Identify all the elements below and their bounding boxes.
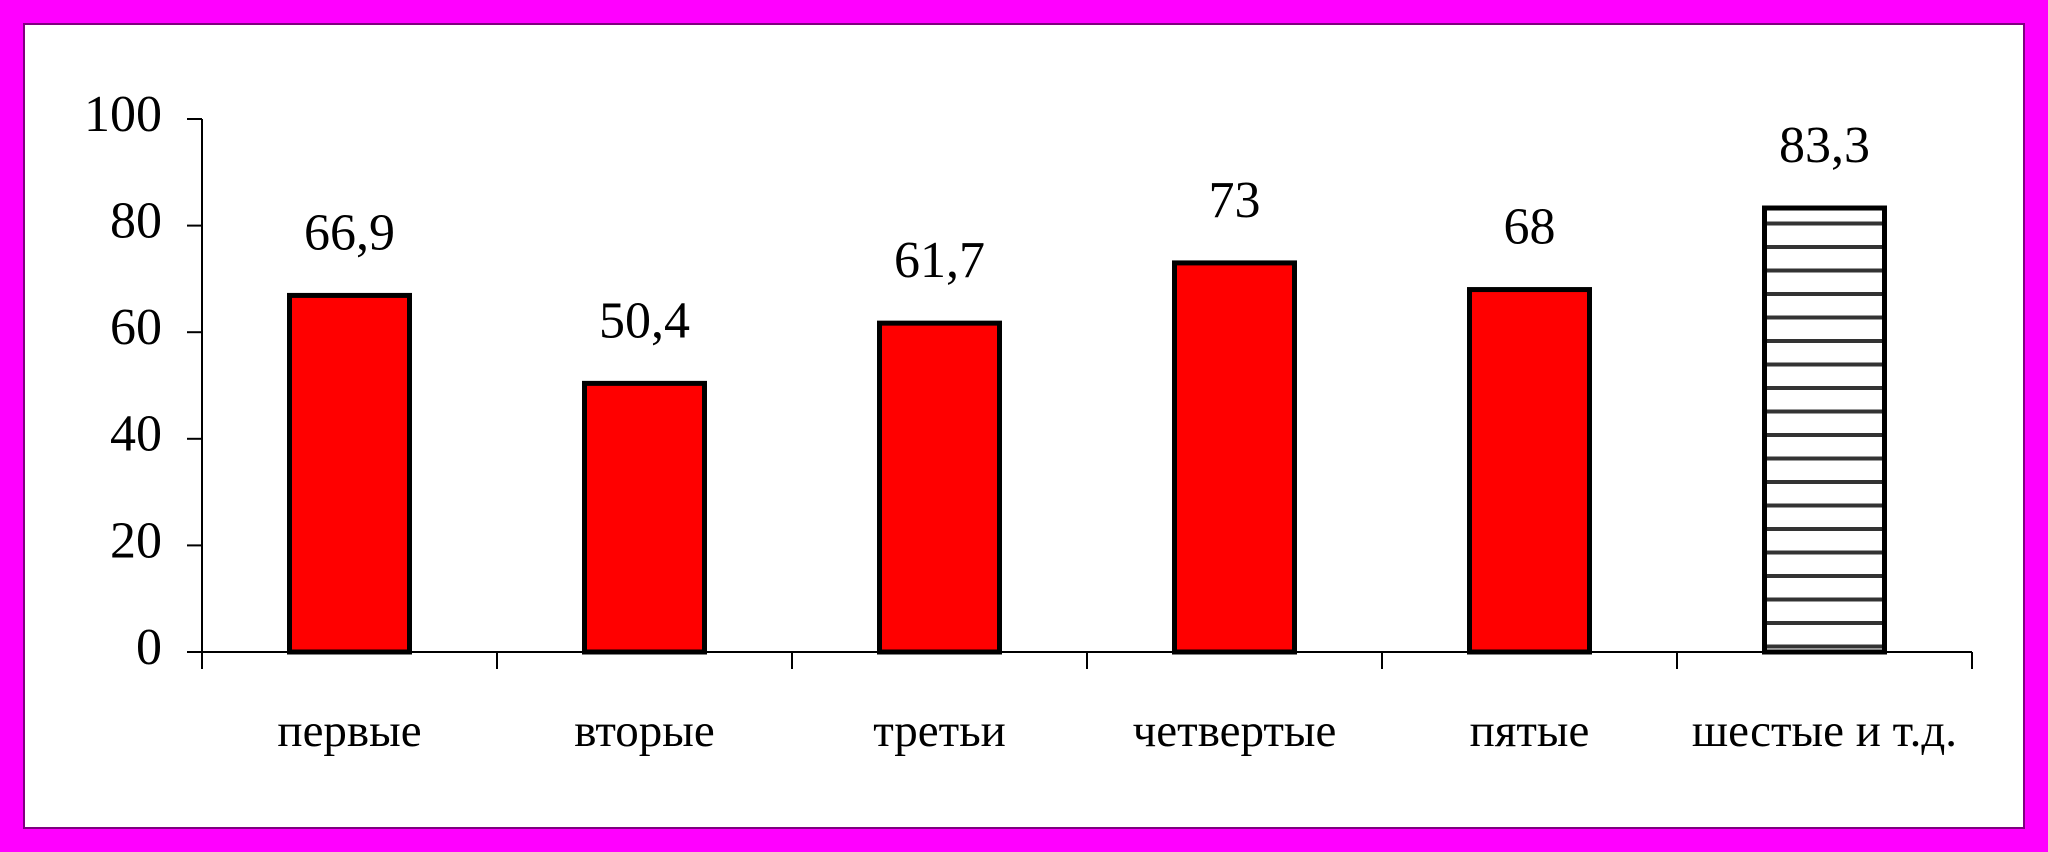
bar <box>287 292 412 655</box>
x-tick-label: третьи <box>873 705 1006 757</box>
x-tick-label: пятые <box>1470 705 1590 757</box>
value-label: 66,9 <box>304 204 395 261</box>
bar <box>1467 287 1592 655</box>
bar <box>1172 260 1297 655</box>
y-tick-label: 100 <box>84 86 162 143</box>
value-label: 73 <box>1209 172 1261 229</box>
y-tick-label: 60 <box>110 299 162 356</box>
value-label: 83,3 <box>1779 117 1870 174</box>
value-label: 50,4 <box>599 292 690 349</box>
x-tick-label: первые <box>277 705 421 757</box>
bar <box>582 380 707 655</box>
bar <box>877 320 1002 655</box>
x-tick-label: вторые <box>574 705 714 757</box>
y-tick-label: 0 <box>136 619 162 676</box>
y-tick-label: 40 <box>110 406 162 463</box>
y-tick-label: 20 <box>110 512 162 569</box>
value-label: 68 <box>1504 198 1556 255</box>
x-tick-label: четвертые <box>1133 705 1337 757</box>
value-label: 61,7 <box>894 232 985 289</box>
y-tick-label: 80 <box>110 193 162 250</box>
bar <box>1762 205 1887 655</box>
x-tick-label: шестые и т.д. <box>1692 705 1957 757</box>
